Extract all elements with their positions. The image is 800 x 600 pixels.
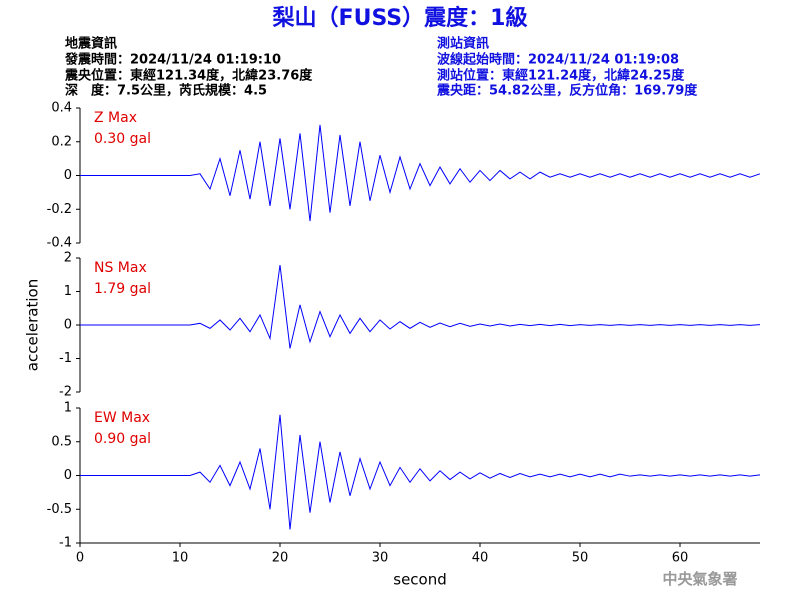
x-axis-label: second	[393, 571, 447, 589]
x-tick-label: 40	[472, 551, 489, 566]
waveform	[80, 264, 761, 349]
y-axis-label: acceleration	[24, 279, 42, 371]
y-tick-label: -2	[59, 385, 72, 400]
x-tick-label: 20	[272, 551, 289, 566]
max-label: NS Max	[94, 260, 147, 276]
max-label: EW Max	[94, 410, 150, 426]
y-tick-label: 0	[64, 318, 72, 333]
y-tick-label: 0.2	[51, 134, 72, 149]
y-tick-label: -1	[59, 536, 72, 551]
info-line: 測站資訊	[437, 36, 489, 52]
info-line: 測站位置：東經121.24度，北緯24.25度	[437, 68, 685, 84]
x-tick-label: 50	[572, 551, 589, 566]
x-tick-label: 0	[76, 551, 84, 566]
info-right: 測站資訊 波線起始時間：2024/11/24 01:19:08 測站位置：東經1…	[436, 36, 698, 99]
info-line: 發震時間：2024/11/24 01:19:10	[64, 52, 281, 68]
y-tick-label: -0.5	[47, 502, 72, 517]
y-tick-label: 0.5	[51, 434, 72, 449]
y-tick-label: 1	[64, 401, 72, 416]
x-tick-label: 30	[372, 551, 389, 566]
waveform	[80, 124, 761, 222]
info-line: 波線起始時間：2024/11/24 01:19:08	[437, 52, 679, 68]
y-tick-label: -0.4	[47, 236, 72, 251]
waveform	[80, 414, 761, 530]
chart-title: 梨山（FUSS）震度：1級	[273, 5, 528, 31]
y-tick-label: 0	[64, 168, 72, 183]
info-line: 震央位置：東經121.34度，北緯23.76度	[64, 68, 313, 84]
y-tick-label: 2	[64, 251, 72, 266]
x-tick-label: 60	[672, 551, 689, 566]
y-tick-label: 0.4	[51, 101, 72, 116]
info-line: 深 度：7.5公里，芮氏規模：4.5	[65, 83, 267, 99]
max-value-label: 1.79 gal	[94, 281, 151, 297]
y-tick-label: -1	[59, 351, 72, 366]
info-line: 地震資訊	[65, 36, 117, 52]
info-left: 地震資訊 發震時間：2024/11/24 01:19:10 震央位置：東經121…	[64, 36, 313, 99]
max-label: Z Max	[94, 110, 137, 126]
x-tick-label: 10	[172, 551, 189, 566]
y-tick-label: -0.2	[47, 202, 72, 217]
y-tick-label: 1	[64, 284, 72, 299]
y-tick-label: 0	[64, 468, 72, 483]
footer: 中央氣象署	[662, 570, 737, 588]
max-value-label: 0.30 gal	[94, 131, 151, 147]
max-value-label: 0.90 gal	[94, 431, 151, 447]
info-line: 震央距：54.82公里，反方位角：169.79度	[436, 83, 698, 99]
